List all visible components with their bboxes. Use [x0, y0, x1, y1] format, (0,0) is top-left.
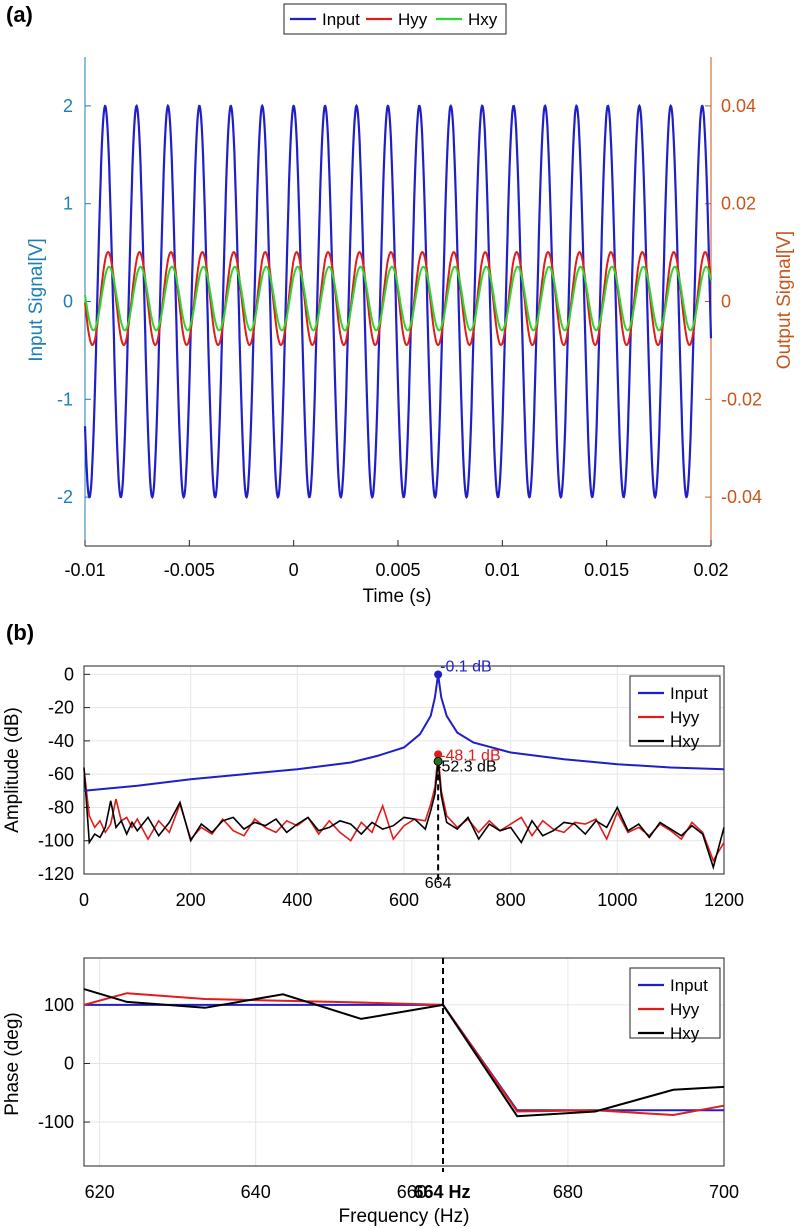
- x-tick-label: 0.02: [693, 560, 728, 580]
- peak-marker-hyy: [434, 750, 443, 759]
- y-left-tick-label: 2: [63, 96, 73, 116]
- y-left-tick-label: 0: [63, 292, 73, 312]
- series-line-input: [84, 1003, 724, 1112]
- legend-box: [629, 967, 721, 1039]
- plot-frame: [83, 957, 725, 1167]
- legend-box: [629, 675, 721, 747]
- y-axis-label: Phase (deg): [2, 1012, 23, 1116]
- y-right-tick-label: 0: [721, 292, 731, 312]
- x-tick-label: 1000: [597, 890, 637, 910]
- y-tick-label: 0: [64, 1053, 74, 1073]
- x-tick-label: 0.015: [584, 560, 629, 580]
- panel-label-a: (a): [6, 2, 33, 27]
- y-tick-label: -120: [38, 864, 74, 884]
- y-right-tick-label: -0.02: [721, 389, 762, 409]
- series-line-hxy: [83, 761, 725, 871]
- y-tick-label: -20: [48, 698, 74, 718]
- x-axis-label: Time (s): [363, 586, 432, 607]
- x-tick-label: -0.005: [164, 560, 215, 580]
- legend-box: [283, 3, 507, 35]
- phase-chart: 620 640 660 680 700 100 0 -100 Phase (deg) Freque…: [2, 957, 739, 1227]
- legend-label-hxy: Hxy: [468, 10, 498, 29]
- series-line-input: [83, 674, 725, 792]
- x-tick-label: 700: [709, 1182, 739, 1202]
- y-tick-label: 100: [44, 995, 74, 1015]
- x-tick-label: 640: [241, 1182, 271, 1202]
- panel-label-b: (b): [6, 620, 34, 645]
- y-tick-label: -100: [38, 831, 74, 851]
- y-tick-label: -100: [38, 1112, 74, 1132]
- y-left-tick-label: -1: [57, 389, 73, 409]
- legend-label-hyy: Hyy: [670, 1000, 700, 1019]
- y-right-axis-label: Output Signal[V]: [774, 231, 795, 369]
- x-tick-label: 400: [282, 890, 312, 910]
- series-line-hxy: [83, 988, 725, 1118]
- y-left-axis-label: Input Signal[V]: [26, 238, 47, 362]
- marker-label: 664: [425, 875, 452, 892]
- marker-label: 664 Hz: [414, 1182, 471, 1202]
- x-axis-label: Frequency (Hz): [339, 1206, 470, 1227]
- y-right-tick-label: -0.04: [721, 487, 762, 507]
- y-left-tick-label: -2: [57, 487, 73, 507]
- amplitude-spectrum-chart: 0 200 400 600 800 1000 1200 0 -20 -40 -60 -80 -100 -1…: [2, 658, 744, 910]
- series-line-hyy: [83, 754, 725, 863]
- peak-marker-hxy: [433, 756, 443, 766]
- series-line-hxy: [84, 265, 712, 332]
- y-tick-label: -40: [48, 731, 74, 751]
- series-line-input: [83, 103, 713, 500]
- legend-label-input: Input: [670, 976, 708, 995]
- y-tick-label: -80: [48, 797, 74, 817]
- x-tick-label: 660: [397, 1182, 427, 1202]
- y-right-tick-label: 0.02: [721, 194, 756, 214]
- legend-label-input: Input: [322, 10, 360, 29]
- x-tick-label: 0: [289, 560, 299, 580]
- x-tick-label: 800: [496, 890, 526, 910]
- x-tick-label: 0.01: [485, 560, 520, 580]
- peak-annotation-input: -0.1 dB: [440, 658, 492, 675]
- legend-label-hyy: Hyy: [670, 708, 700, 727]
- legend-label-hyy: Hyy: [398, 10, 428, 29]
- x-tick-label: -0.01: [64, 560, 105, 580]
- y-left-tick-label: 1: [63, 194, 73, 214]
- peak-annotation-hxy: -52.3 dB: [436, 758, 496, 775]
- x-tick-label: 680: [553, 1182, 583, 1202]
- peak-annotation-hyy: -48.1 dB: [440, 747, 500, 764]
- x-tick-label: 620: [85, 1182, 115, 1202]
- x-tick-label: 600: [389, 890, 419, 910]
- time-domain-chart: -0.01 -0.005 0 0.005 0.01 0.015 0.02 2 1 0 -1 -2 0.0…: [26, 3, 795, 607]
- x-tick-label: 1200: [704, 890, 744, 910]
- x-tick-label: 0: [79, 890, 89, 910]
- y-tick-label: -60: [48, 764, 74, 784]
- y-axis-label: Amplitude (dB): [2, 707, 23, 833]
- legend-label-hxy: Hxy: [670, 1024, 700, 1043]
- x-tick-label: 0.005: [375, 560, 420, 580]
- x-tick-label: 200: [176, 890, 206, 910]
- y-right-tick-label: 0.04: [721, 96, 756, 116]
- legend-label-hxy: Hxy: [670, 732, 700, 751]
- legend-label-input: Input: [670, 684, 708, 703]
- y-tick-label: 0: [64, 664, 74, 684]
- peak-marker-input: [434, 670, 443, 679]
